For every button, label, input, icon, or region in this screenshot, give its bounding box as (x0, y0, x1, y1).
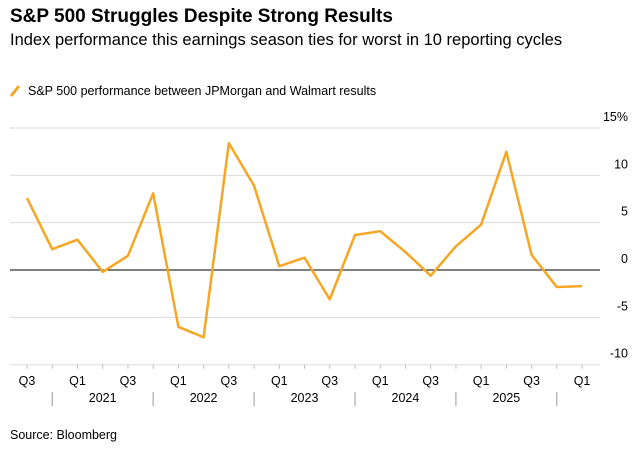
legend-label: S&P 500 performance between JPMorgan and… (28, 84, 376, 98)
y-tick-label: 5 (621, 205, 628, 219)
chart-subtitle: Index performance this earnings season t… (10, 31, 563, 49)
x-tick-label: Q3 (120, 374, 137, 388)
legend-swatch (9, 85, 21, 97)
x-tick-label: Q3 (422, 374, 439, 388)
x-tick-label: Q3 (19, 374, 36, 388)
y-tick-label: 15% (603, 110, 628, 124)
x-tick-label: Q3 (220, 374, 237, 388)
x-tick-label: Q1 (170, 374, 187, 388)
x-tick-label: Q1 (574, 374, 591, 388)
y-tick-label: 0 (621, 252, 628, 266)
source: Source: Bloomberg (10, 428, 117, 442)
y-tick-label: -10 (610, 347, 628, 361)
x-tick-label: Q1 (69, 374, 86, 388)
year-label: 2023 (291, 391, 319, 405)
x-tick-label: Q1 (271, 374, 288, 388)
y-tick-label: -5 (617, 299, 628, 313)
y-tick-label: 10 (614, 157, 628, 171)
x-tick-label: Q1 (372, 374, 389, 388)
year-label: 2024 (392, 391, 420, 405)
year-label: 2022 (190, 391, 218, 405)
series-line (25, 141, 583, 339)
x-tick-label: Q3 (321, 374, 338, 388)
chart-title: S&P 500 Struggles Despite Strong Results (10, 6, 393, 27)
subtitle-box: Index performance this earnings season t… (10, 31, 563, 49)
year-label: 2021 (89, 391, 117, 405)
x-tick-label: Q1 (473, 374, 490, 388)
x-tick-label: Q3 (523, 374, 540, 388)
year-label: 2025 (492, 391, 520, 405)
